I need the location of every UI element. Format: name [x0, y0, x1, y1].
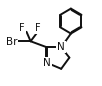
Text: N: N [43, 58, 51, 68]
Text: F: F [19, 23, 25, 33]
Text: Br: Br [6, 37, 17, 47]
Text: F: F [35, 23, 41, 33]
Text: N: N [57, 42, 65, 52]
